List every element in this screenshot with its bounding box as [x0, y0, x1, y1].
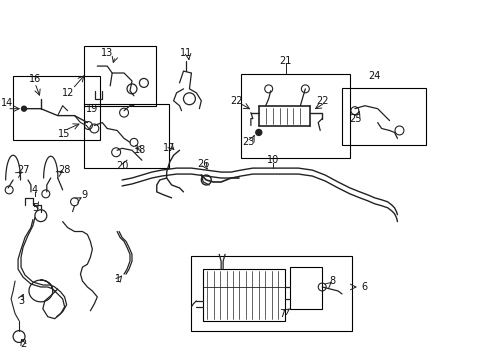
- Text: 26: 26: [197, 159, 210, 169]
- Circle shape: [22, 106, 26, 111]
- Text: 22: 22: [316, 96, 328, 106]
- Text: 28: 28: [58, 165, 71, 175]
- Text: 15: 15: [58, 130, 71, 139]
- Text: 21: 21: [279, 56, 292, 66]
- Bar: [84, 46, 156, 106]
- Text: 27: 27: [17, 165, 29, 175]
- Text: 20: 20: [116, 161, 128, 171]
- Bar: [342, 88, 426, 145]
- Bar: [84, 104, 169, 168]
- Text: 25: 25: [350, 114, 362, 123]
- Text: 14: 14: [1, 98, 13, 108]
- Bar: [203, 269, 285, 321]
- Text: 7: 7: [279, 309, 286, 319]
- Circle shape: [256, 130, 262, 135]
- Text: 5: 5: [32, 203, 38, 213]
- Bar: [13, 76, 100, 140]
- Text: 18: 18: [134, 145, 146, 155]
- Text: 16: 16: [29, 74, 41, 84]
- Text: 1: 1: [115, 274, 121, 284]
- Text: 13: 13: [101, 48, 113, 58]
- Text: 22: 22: [230, 96, 242, 106]
- Text: 23: 23: [243, 138, 255, 147]
- Text: 9: 9: [81, 190, 88, 200]
- Text: 3: 3: [18, 296, 24, 306]
- Bar: [241, 74, 350, 158]
- Text: 17: 17: [164, 143, 176, 153]
- Text: 11: 11: [180, 48, 193, 58]
- Text: 19: 19: [86, 104, 98, 114]
- Text: 24: 24: [368, 71, 381, 81]
- Bar: [192, 256, 352, 330]
- Bar: [291, 267, 322, 309]
- Text: 8: 8: [329, 276, 335, 286]
- Text: 6: 6: [362, 282, 368, 292]
- Text: 12: 12: [62, 88, 75, 98]
- Text: 2: 2: [20, 339, 26, 350]
- Text: 4: 4: [32, 185, 38, 195]
- Text: 10: 10: [267, 155, 279, 165]
